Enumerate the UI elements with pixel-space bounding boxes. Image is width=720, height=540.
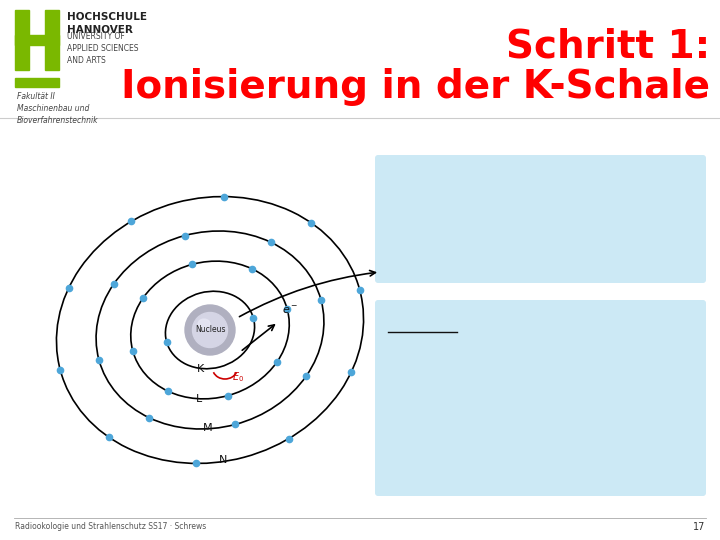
Text: $e^-$: $e^-$: [282, 305, 299, 316]
Text: ionisierende: ionisierende: [457, 316, 560, 331]
Text: HOCHSCHULE
HANNOVER: HOCHSCHULE HANNOVER: [67, 12, 147, 35]
Bar: [45, 10, 59, 70]
Text: Strahlung: α-, β, γ, p, e⁻: Strahlung: α-, β, γ, p, e⁻: [388, 338, 582, 353]
Text: N: N: [219, 455, 227, 465]
FancyBboxPatch shape: [375, 155, 706, 283]
Text: ($B_K$ = Bindungsenergie: ($B_K$ = Bindungsenergie: [388, 382, 573, 401]
FancyBboxPatch shape: [375, 300, 706, 496]
Text: UNIVERSITY OF
APPLIED SCIENCES
AND ARTS: UNIVERSITY OF APPLIED SCIENCES AND ARTS: [67, 32, 138, 65]
Ellipse shape: [198, 319, 210, 329]
Text: Fakultät II
Maschinenbau und
Bioverfahrenstechnik: Fakultät II Maschinenbau und Bioverfahre…: [17, 92, 99, 125]
Text: L: L: [196, 394, 202, 404]
Text: M: M: [203, 423, 212, 433]
Text: Schritt 1:: Schritt 1:: [505, 28, 710, 66]
Text: $E_e = E_0 - B_K$: $E_e = E_0 - B_K$: [388, 220, 487, 240]
Text: Radiookologie und Strahlenschutz SS17 · Schrews: Radiookologie und Strahlenschutz SS17 · …: [15, 522, 206, 531]
Text: das Atom mit der Energie: das Atom mit der Energie: [388, 196, 594, 211]
Text: Ionisierung in der K-Schale: Ionisierung in der K-Schale: [121, 68, 710, 106]
Text: K: K: [197, 364, 204, 374]
Ellipse shape: [185, 305, 235, 355]
Text: Nucleus: Nucleus: [194, 326, 225, 334]
Text: des K-Elektrons): des K-Elektrons): [388, 404, 517, 419]
Text: $K$-Photoelektron verlässt: $K$-Photoelektron verlässt: [388, 172, 586, 188]
Text: 17: 17: [693, 522, 705, 532]
Bar: [15, 10, 29, 70]
Bar: [15, 78, 59, 87]
Bar: [15, 35, 59, 45]
Text: Beliebige: Beliebige: [388, 316, 463, 331]
Text: mit Energie $E_0 > B_K$: mit Energie $E_0 > B_K$: [388, 360, 544, 379]
Ellipse shape: [192, 313, 228, 348]
Text: $E_0$: $E_0$: [232, 370, 244, 384]
